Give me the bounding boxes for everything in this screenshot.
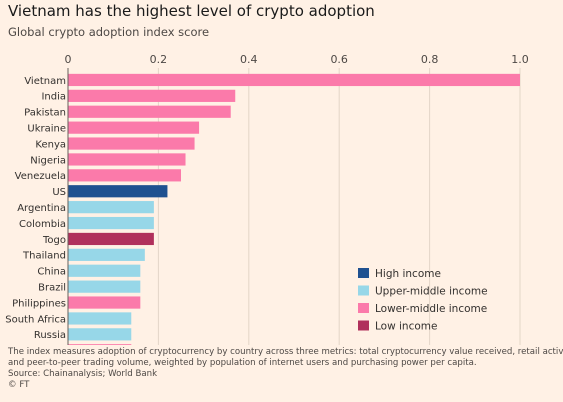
bar-colombia — [68, 216, 154, 230]
category-label: South Africa — [5, 314, 66, 325]
category-label: Philippines — [12, 298, 66, 309]
bar-russia — [68, 328, 132, 341]
category-label: Brazil — [38, 282, 66, 293]
bar-philippines — [68, 296, 141, 309]
chart-subtitle: Global crypto adoption index score — [8, 25, 210, 39]
bar-india — [68, 89, 236, 102]
source-note: Source: Chainanalysis; World Bank — [8, 369, 158, 379]
bar-ghana — [68, 344, 132, 345]
x-tick-label: 0.6 — [330, 53, 348, 66]
x-axis-ticks: 0 0.2 0.4 0.6 0.8 1.0 — [65, 53, 529, 66]
bar-argentina — [68, 201, 154, 214]
bar-vietnam — [68, 73, 520, 87]
category-label: US — [52, 187, 66, 198]
category-label: India — [41, 92, 66, 103]
category-label: Russia — [34, 330, 66, 341]
category-label: China — [37, 267, 66, 278]
bar-nigeria — [68, 153, 186, 166]
category-label: Argentina — [17, 203, 66, 214]
bar-china — [68, 264, 141, 277]
bar-us — [68, 185, 168, 198]
category-label: Togo — [42, 235, 66, 246]
ft-credit: © FT — [8, 380, 30, 390]
category-label: Vietnam — [24, 76, 66, 87]
footnote-line-2: and peer-to-peer trading volume, weighte… — [8, 358, 477, 368]
category-label: Pakistan — [24, 108, 66, 119]
legend-swatch — [358, 303, 369, 313]
bars — [68, 73, 520, 345]
bar-south-africa — [68, 312, 132, 325]
category-label: Venezuela — [15, 171, 66, 182]
legend-label: Lower-middle income — [375, 303, 487, 315]
chart-title: Vietnam has the highest level of crypto … — [8, 2, 375, 20]
x-tick-label: 0.2 — [150, 53, 168, 66]
legend-swatch — [358, 268, 369, 278]
legend: High income Upper-middle income Lower-midd… — [358, 268, 488, 333]
footnote: The index measures adoption of cryptocur… — [8, 347, 563, 391]
x-tick-label: 0 — [65, 53, 72, 66]
category-label: Kenya — [35, 139, 66, 150]
legend-swatch — [358, 320, 369, 331]
legend-swatch — [358, 285, 369, 296]
bar-venezuela — [68, 169, 181, 182]
category-label: Ukraine — [27, 123, 66, 134]
bar-kenya — [68, 137, 195, 150]
bar-brazil — [68, 280, 141, 293]
bar-chart: 0 0.2 0.4 0.6 0.8 1.0 Vietnam India Pakistan Ukr… — [5, 53, 529, 345]
legend-label: Upper-middle income — [375, 286, 488, 298]
grid-lines — [157, 68, 521, 345]
bar-thailand — [68, 248, 145, 261]
category-label: Nigeria — [30, 155, 66, 166]
bar-ukraine — [68, 121, 200, 134]
category-labels: Vietnam India Pakistan Ukraine Kenya Nigeria V… — [5, 76, 66, 341]
x-tick-label: 0.8 — [421, 53, 439, 66]
bar-pakistan — [68, 105, 231, 118]
category-label: Colombia — [19, 219, 66, 230]
category-label: Thailand — [22, 251, 66, 262]
legend-label: High income — [375, 268, 441, 280]
legend-label: Low income — [375, 321, 437, 333]
bar-togo — [68, 232, 154, 246]
x-tick-label: 1.0 — [511, 53, 529, 66]
footnote-line-1: The index measures adoption of cryptocur… — [8, 347, 563, 357]
x-tick-label: 0.4 — [240, 53, 258, 66]
